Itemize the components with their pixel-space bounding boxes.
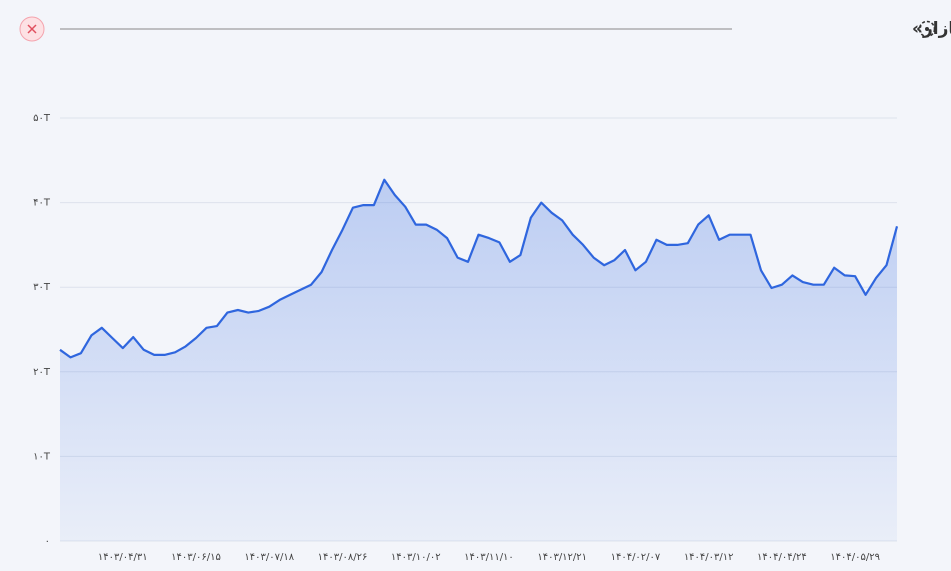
y-tick-label: ۳۰T [33, 282, 51, 293]
x-tick-label: ۱۴۰۳/۱۱/۱۰ [464, 552, 514, 563]
x-tick-label: ۱۴۰۳/۰۶/۱۵ [171, 552, 221, 563]
x-tick-label: ۱۴۰۴/۰۳/۱۲ [684, 552, 734, 563]
x-tick-label: ۱۴۰۴/۰۴/۲۴ [757, 552, 807, 563]
close-button[interactable] [19, 16, 45, 42]
x-tick-label: ۱۴۰۳/۱۲/۲۱ [537, 552, 587, 563]
line [59, 178, 899, 359]
y-tick-label: ۰ [45, 536, 50, 547]
area-fill [60, 179, 897, 542]
y-tick-label: ۲۰T [33, 367, 51, 378]
y-tick-label: ۱۰T [33, 451, 51, 462]
x-tick-label: ۱۴۰۳/۱۰/۰۲ [391, 552, 441, 563]
x-tick-label: ۱۴۰۳/۰۸/۲۶ [318, 552, 368, 563]
y-tick-label: ۵۰T [33, 113, 51, 124]
x-tick-label: ۱۴۰۴/۰۵/۲۹ [830, 552, 880, 563]
x-tick-label: ۱۴۰۳/۰۴/۳۱ [98, 552, 148, 563]
x-tick-label: ۱۴۰۳/۰۷/۱۸ [244, 552, 294, 563]
x-tick-label: ۱۴۰۴/۰۲/۰۷ [611, 552, 661, 563]
title-icon [918, 20, 936, 38]
chart-title: تاریخچه «ارزش بازار» [912, 19, 951, 39]
y-tick-label: ۴۰T [33, 198, 51, 209]
